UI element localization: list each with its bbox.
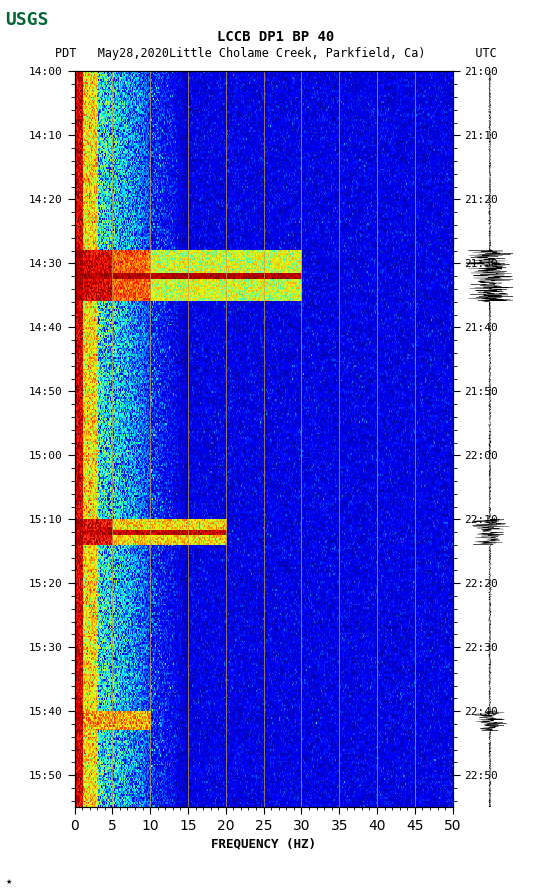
Text: PDT   May28,2020Little Cholame Creek, Parkfield, Ca)       UTC: PDT May28,2020Little Cholame Creek, Park…: [55, 47, 497, 60]
Text: LCCB DP1 BP 40: LCCB DP1 BP 40: [217, 30, 335, 45]
Text: ★: ★: [6, 879, 12, 885]
Text: USGS: USGS: [6, 11, 49, 29]
X-axis label: FREQUENCY (HZ): FREQUENCY (HZ): [211, 838, 316, 850]
